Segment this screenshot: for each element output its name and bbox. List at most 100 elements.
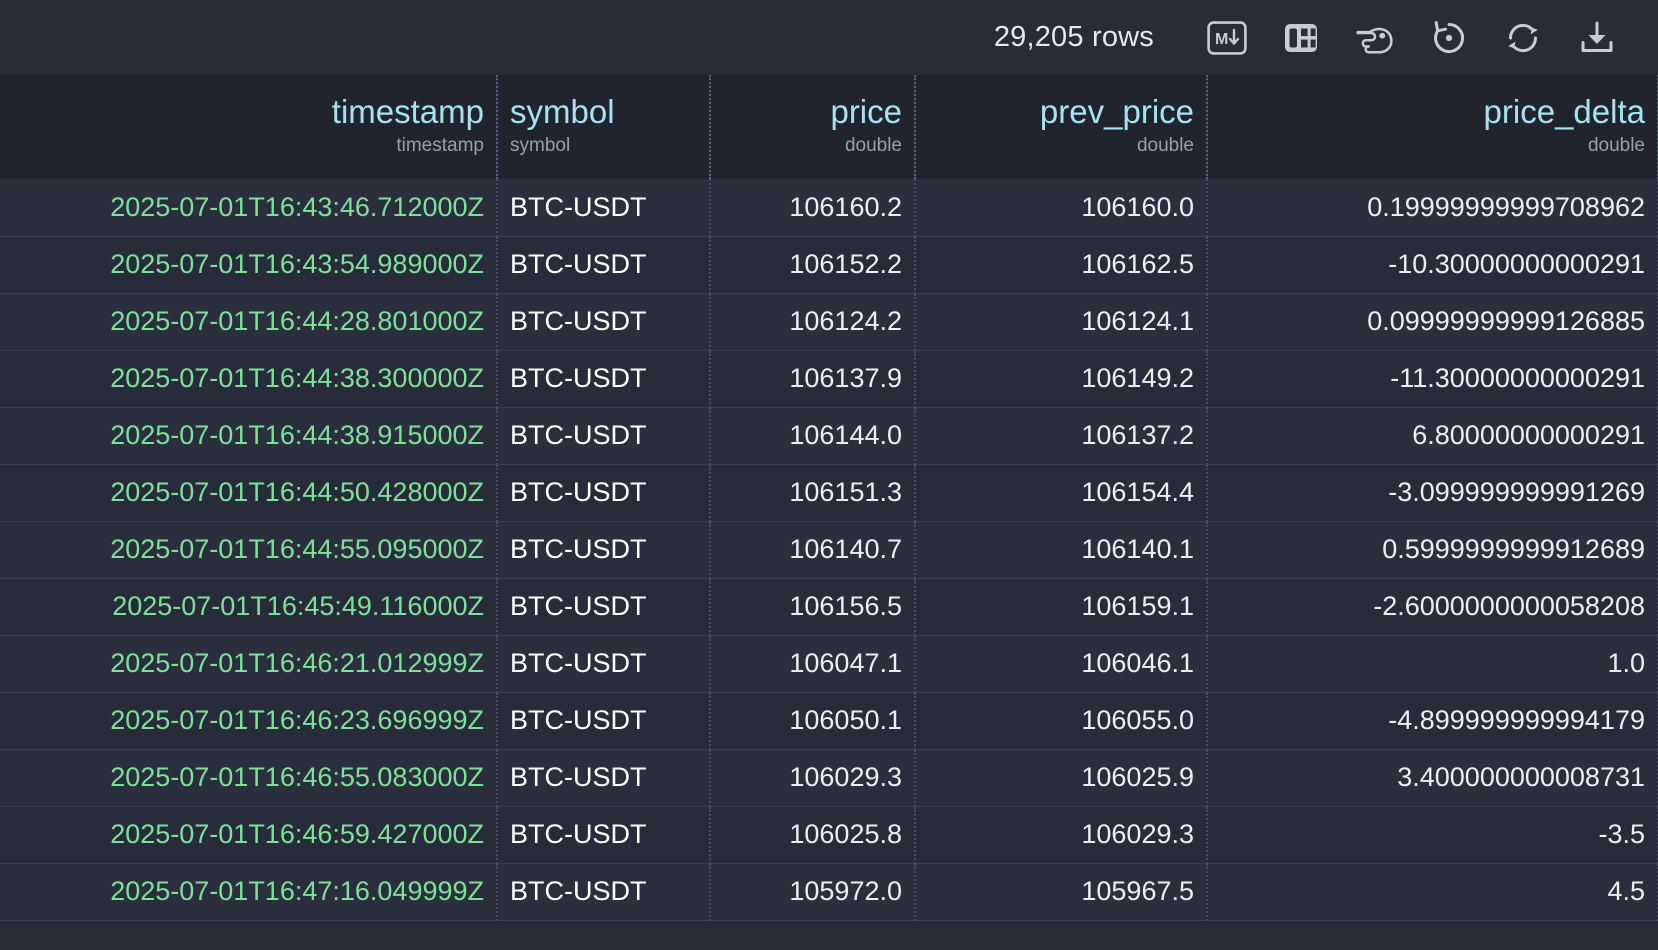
table-row[interactable]: 2025-07-01T16:44:38.300000Z BTC-USDT 10613…	[0, 350, 1658, 407]
table-cell-timestamp[interactable]: 2025-07-01T16:46:23.696999Z	[0, 692, 498, 749]
data-table: timestamp timestamp symbol symbol price …	[0, 75, 1658, 921]
table-cell-price[interactable]: 106140.7	[710, 521, 916, 578]
table-cell-prev_price[interactable]: 106154.4	[915, 464, 1208, 521]
table-cell-prev_price[interactable]: 106046.1	[915, 635, 1208, 692]
table-cell-symbol[interactable]: BTC-USDT	[497, 635, 711, 692]
table-cell-prev_price[interactable]: 106124.1	[915, 293, 1208, 350]
table-row[interactable]: 2025-07-01T16:46:21.012999Z BTC-USDT 10604…	[0, 635, 1658, 692]
table-cell-price_delta[interactable]: 4.5	[1207, 863, 1658, 920]
table-cell-prev_price[interactable]: 105967.5	[915, 863, 1208, 920]
table-cell-symbol[interactable]: BTC-USDT	[497, 749, 711, 806]
table-cell-prev_price[interactable]: 106149.2	[915, 350, 1208, 407]
table-cell-prev_price[interactable]: 106029.3	[915, 806, 1208, 863]
table-cell-price[interactable]: 105972.0	[710, 863, 916, 920]
table-row[interactable]: 2025-07-01T16:46:59.427000Z BTC-USDT 10602…	[0, 806, 1658, 863]
download-button[interactable]	[1560, 12, 1634, 64]
table-cell-price_delta[interactable]: -2.6000000000058208	[1207, 578, 1658, 635]
table-layout-icon	[1283, 20, 1319, 56]
table-cell-timestamp[interactable]: 2025-07-01T16:46:59.427000Z	[0, 806, 498, 863]
table-cell-price[interactable]: 106160.2	[710, 179, 916, 236]
table-cell-price[interactable]: 106152.2	[710, 236, 916, 293]
table-cell-timestamp[interactable]: 2025-07-01T16:46:55.083000Z	[0, 749, 498, 806]
table-row[interactable]: 2025-07-01T16:46:23.696999Z BTC-USDT 10605…	[0, 692, 1658, 749]
table-cell-timestamp[interactable]: 2025-07-01T16:44:28.801000Z	[0, 293, 498, 350]
reset-view-button[interactable]	[1412, 12, 1486, 64]
table-cell-timestamp[interactable]: 2025-07-01T16:46:21.012999Z	[0, 635, 498, 692]
table-cell-prev_price[interactable]: 106025.9	[915, 749, 1208, 806]
data-grid[interactable]: timestamp timestamp symbol symbol price …	[0, 75, 1658, 950]
table-cell-price[interactable]: 106047.1	[710, 635, 916, 692]
table-cell-timestamp[interactable]: 2025-07-01T16:44:38.300000Z	[0, 350, 498, 407]
table-row[interactable]: 2025-07-01T16:43:54.989000Z BTC-USDT 10615…	[0, 236, 1658, 293]
column-type-label: timestamp	[396, 135, 484, 156]
table-cell-timestamp[interactable]: 2025-07-01T16:44:38.915000Z	[0, 407, 498, 464]
table-cell-symbol[interactable]: BTC-USDT	[497, 578, 711, 635]
column-name-label: prev_price	[1039, 93, 1194, 130]
table-cell-price[interactable]: 106025.8	[710, 806, 916, 863]
table-cell-price_delta[interactable]: 0.09999999999126885	[1207, 293, 1658, 350]
table-cell-prev_price[interactable]: 106137.2	[915, 407, 1208, 464]
table-cell-symbol[interactable]: BTC-USDT	[497, 293, 711, 350]
table-row[interactable]: 2025-07-01T16:43:46.712000Z BTC-USDT 10616…	[0, 179, 1658, 236]
table-cell-price[interactable]: 106151.3	[710, 464, 916, 521]
column-header-timestamp[interactable]: timestamp timestamp	[0, 75, 498, 179]
table-cell-price_delta[interactable]: 0.5999999999912689	[1207, 521, 1658, 578]
table-cell-prev_price[interactable]: 106140.1	[915, 521, 1208, 578]
table-cell-timestamp[interactable]: 2025-07-01T16:44:50.428000Z	[0, 464, 498, 521]
table-cell-prev_price[interactable]: 106159.1	[915, 578, 1208, 635]
table-cell-price_delta[interactable]: 1.0	[1207, 635, 1658, 692]
column-header-price[interactable]: price double	[710, 75, 916, 179]
table-cell-timestamp[interactable]: 2025-07-01T16:45:49.116000Z	[0, 578, 498, 635]
refresh-button[interactable]	[1486, 12, 1560, 64]
table-cell-symbol[interactable]: BTC-USDT	[497, 179, 711, 236]
table-header: timestamp timestamp symbol symbol price …	[0, 75, 1658, 179]
table-cell-timestamp[interactable]: 2025-07-01T16:47:16.049999Z	[0, 863, 498, 920]
table-cell-symbol[interactable]: BTC-USDT	[497, 692, 711, 749]
row-count-label: 29,205 rows	[993, 21, 1154, 53]
table-cell-price_delta[interactable]: 6.80000000000291	[1207, 407, 1658, 464]
table-row[interactable]: 2025-07-01T16:44:28.801000Z BTC-USDT 10612…	[0, 293, 1658, 350]
table-cell-symbol[interactable]: BTC-USDT	[497, 863, 711, 920]
table-cell-timestamp[interactable]: 2025-07-01T16:43:54.989000Z	[0, 236, 498, 293]
table-cell-price[interactable]: 106144.0	[710, 407, 916, 464]
table-cell-price[interactable]: 106156.5	[710, 578, 916, 635]
export-markdown-button[interactable]: M	[1190, 12, 1264, 64]
column-header-price-delta[interactable]: price_delta double	[1207, 75, 1658, 179]
table-cell-price_delta[interactable]: 3.400000000008731	[1207, 749, 1658, 806]
table-cell-price_delta[interactable]: -10.30000000000291	[1207, 236, 1658, 293]
table-cell-price[interactable]: 106124.2	[710, 293, 916, 350]
table-row[interactable]: 2025-07-01T16:47:16.049999Z BTC-USDT 10597…	[0, 863, 1658, 920]
refresh-sync-icon	[1504, 19, 1542, 57]
table-cell-price[interactable]: 106137.9	[710, 350, 916, 407]
table-row[interactable]: 2025-07-01T16:45:49.116000Z BTC-USDT 10615…	[0, 578, 1658, 635]
table-cell-prev_price[interactable]: 106055.0	[915, 692, 1208, 749]
toggle-panel-button[interactable]	[1264, 12, 1338, 64]
table-row[interactable]: 2025-07-01T16:46:55.083000Z BTC-USDT 10602…	[0, 749, 1658, 806]
table-cell-symbol[interactable]: BTC-USDT	[497, 806, 711, 863]
table-cell-symbol[interactable]: BTC-USDT	[497, 350, 711, 407]
select-mode-button[interactable]	[1338, 12, 1412, 64]
column-header-symbol[interactable]: symbol symbol	[497, 75, 711, 179]
table-cell-price[interactable]: 106050.1	[710, 692, 916, 749]
column-type-label: double	[1136, 135, 1194, 156]
table-cell-symbol[interactable]: BTC-USDT	[497, 464, 711, 521]
toolbar: 29,205 rows M	[0, 0, 1658, 75]
table-cell-timestamp[interactable]: 2025-07-01T16:44:55.095000Z	[0, 521, 498, 578]
table-row[interactable]: 2025-07-01T16:44:38.915000Z BTC-USDT 10614…	[0, 407, 1658, 464]
table-row[interactable]: 2025-07-01T16:44:55.095000Z BTC-USDT 10614…	[0, 521, 1658, 578]
table-cell-price_delta[interactable]: -11.30000000000291	[1207, 350, 1658, 407]
table-cell-price_delta[interactable]: 0.19999999999708962	[1207, 179, 1658, 236]
table-cell-price_delta[interactable]: -3.099999999991269	[1207, 464, 1658, 521]
table-cell-price_delta[interactable]: -3.5	[1207, 806, 1658, 863]
table-cell-symbol[interactable]: BTC-USDT	[497, 236, 711, 293]
table-cell-symbol[interactable]: BTC-USDT	[497, 521, 711, 578]
table-cell-symbol[interactable]: BTC-USDT	[497, 407, 711, 464]
table-cell-price[interactable]: 106029.3	[710, 749, 916, 806]
table-cell-prev_price[interactable]: 106162.5	[915, 236, 1208, 293]
table-cell-timestamp[interactable]: 2025-07-01T16:43:46.712000Z	[0, 179, 498, 236]
table-row[interactable]: 2025-07-01T16:44:50.428000Z BTC-USDT 10615…	[0, 464, 1658, 521]
table-cell-prev_price[interactable]: 106160.0	[915, 179, 1208, 236]
table-body: 2025-07-01T16:43:46.712000Z BTC-USDT 10616…	[0, 179, 1658, 920]
table-cell-price_delta[interactable]: -4.899999999994179	[1207, 692, 1658, 749]
column-header-prev-price[interactable]: prev_price double	[915, 75, 1208, 179]
